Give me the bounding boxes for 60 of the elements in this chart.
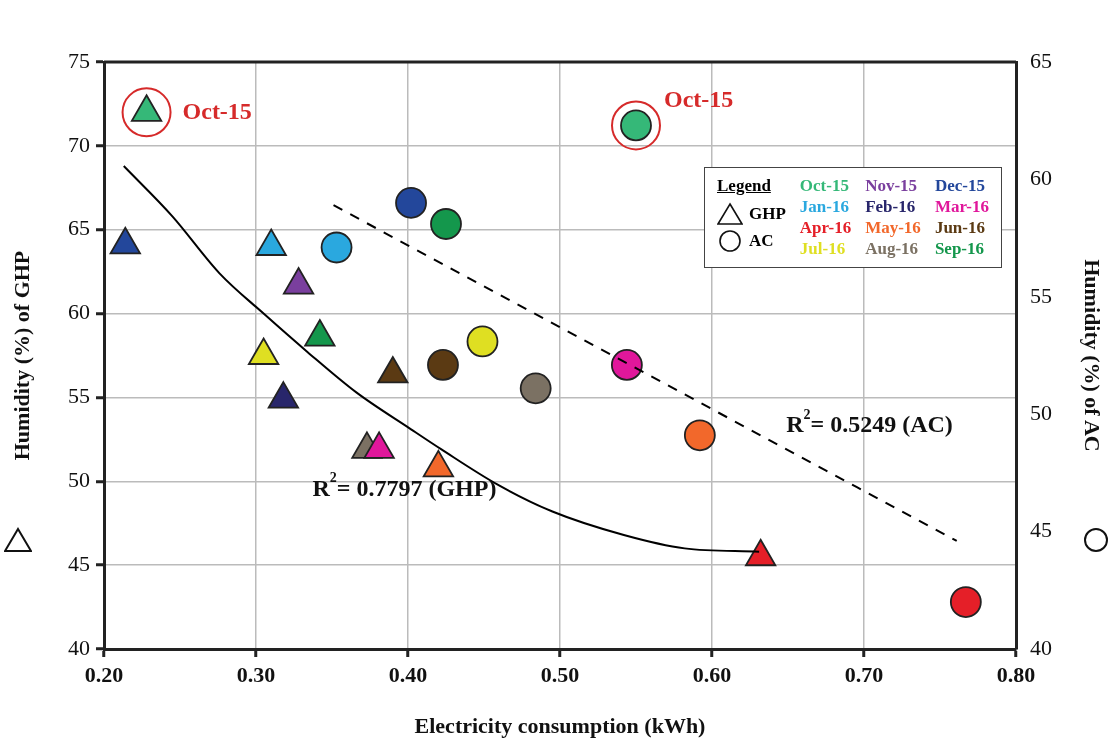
y-axis-title: Humidity (%) of GHP <box>8 250 34 461</box>
y-tick-label: 70 <box>68 131 90 157</box>
x-tick-label: 0.60 <box>692 661 732 687</box>
point <box>610 348 643 381</box>
point <box>247 337 280 365</box>
text: Dec-15 <box>934 176 986 196</box>
text: Feb-16 <box>865 197 917 217</box>
point <box>427 348 459 381</box>
point <box>109 226 141 255</box>
y-tick-label: 50 <box>68 467 90 493</box>
text: Oct-15 <box>799 176 850 196</box>
x-tick-label: 0.40 <box>388 661 428 687</box>
point <box>683 419 716 452</box>
point <box>395 186 427 219</box>
text: Mar-16 <box>934 197 989 217</box>
annotation: Oct-15 <box>664 85 734 112</box>
y2-tick-label: 50 <box>1030 399 1052 425</box>
point <box>267 381 299 409</box>
text: Sep-16 <box>934 239 985 259</box>
point <box>320 231 353 264</box>
legend-title: Legend <box>717 176 772 196</box>
x-tick-label: 0.80 <box>996 661 1036 687</box>
y-tick-label: 45 <box>68 550 90 576</box>
point <box>519 372 552 405</box>
y-tick-label: 65 <box>68 215 90 241</box>
point <box>255 228 287 256</box>
x-tick-label: 0.50 <box>540 661 580 687</box>
point <box>466 325 499 358</box>
x-axis-title: Electricity consumption (kWh) <box>414 713 706 739</box>
x-tick-label: 0.30 <box>236 661 276 687</box>
point <box>363 431 395 459</box>
y2-tick-label: 60 <box>1030 165 1052 191</box>
point <box>304 319 336 347</box>
point <box>377 356 409 384</box>
text: Jan-16 <box>799 197 850 217</box>
text: Jun-16 <box>934 218 986 238</box>
point <box>949 586 982 618</box>
point <box>745 538 777 567</box>
text: Apr-16 <box>799 218 852 238</box>
point <box>430 208 462 240</box>
annotation: Oct-15 <box>182 97 252 124</box>
text: Aug-16 <box>865 239 920 259</box>
y-tick-label: 75 <box>68 47 90 73</box>
x-tick-label: 0.70 <box>844 661 884 687</box>
annotation: AC <box>749 231 774 251</box>
y2-tick-label: 45 <box>1030 517 1052 543</box>
y2-tick-label: 40 <box>1030 634 1052 660</box>
y-tick-label: 60 <box>68 299 90 325</box>
y-tick-label: 55 <box>68 383 90 409</box>
point <box>282 267 315 295</box>
y-tick-label: 40 <box>68 634 90 660</box>
point <box>422 449 455 478</box>
y2-tick-label: 65 <box>1030 47 1052 73</box>
text: Jul-16 <box>799 239 847 259</box>
y2-tick-label: 55 <box>1030 282 1052 308</box>
y2-axis-title: Humidity (%) of AC <box>1080 259 1106 452</box>
text: Nov-15 <box>865 176 919 196</box>
annotation: GHP <box>749 204 786 224</box>
x-tick-label: 0.20 <box>84 661 124 687</box>
text: May-16 <box>865 218 921 238</box>
